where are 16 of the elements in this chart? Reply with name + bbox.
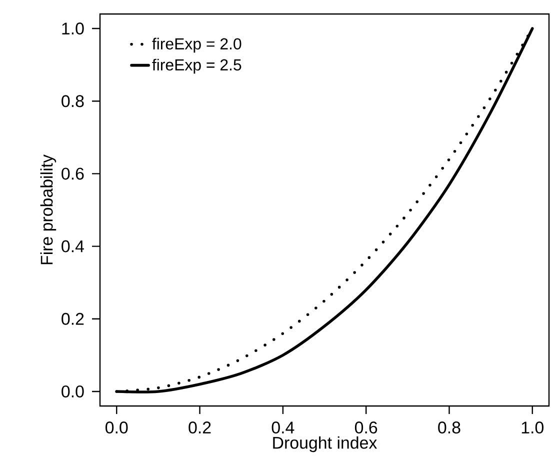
x-tick-label: 0.4 xyxy=(272,422,294,434)
legend-label: fireExp = 2.0 xyxy=(152,38,242,53)
x-axis-title: Drought index xyxy=(273,436,378,452)
x-tick-label: 0.6 xyxy=(354,422,378,434)
legend-label: fireExp = 2.5 xyxy=(152,58,242,74)
y-axis-title: Fire probability xyxy=(40,154,56,264)
x-tick-label: 0.0 xyxy=(106,422,128,434)
x-tick-label: 1.0 xyxy=(522,422,544,434)
y-tick-label: 0.6 xyxy=(62,168,84,180)
x-tick-label: 0.2 xyxy=(188,422,211,434)
y-tick-label: 0.4 xyxy=(62,240,84,252)
y-tick-label: 1.0 xyxy=(62,22,84,35)
y-tick-label: 0.2 xyxy=(62,312,84,325)
x-tick-label: 0.8 xyxy=(438,422,460,434)
y-tick-label: 0.0 xyxy=(62,385,84,398)
y-tick-label: 0.8 xyxy=(62,95,84,108)
